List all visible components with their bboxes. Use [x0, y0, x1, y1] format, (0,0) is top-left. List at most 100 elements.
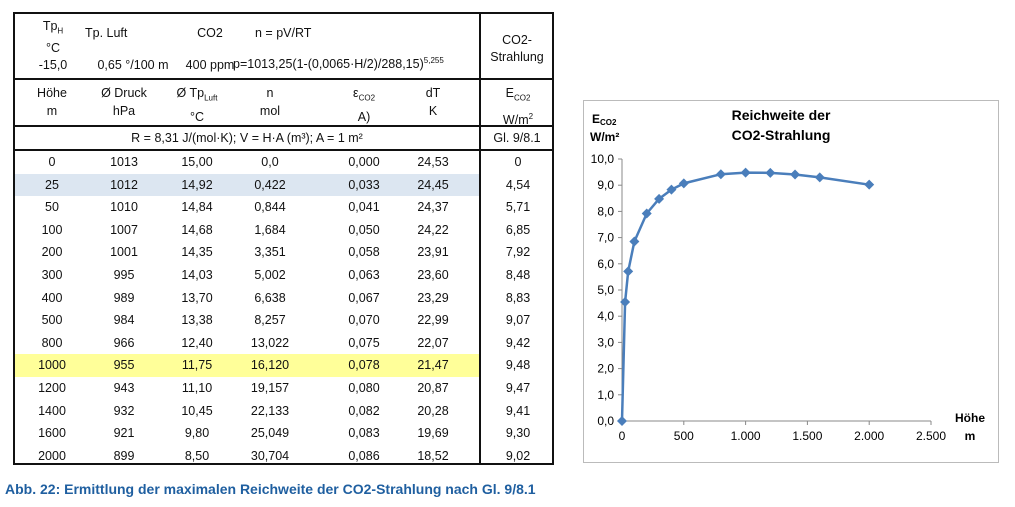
table-cell: 400 — [41, 290, 63, 305]
x-tick-label: 2.500 — [916, 429, 946, 443]
y-tick-label: 1,0 — [597, 388, 614, 402]
x-tick-label: 0 — [619, 429, 626, 443]
chart-title-line1: Reichweite der — [732, 107, 831, 123]
column-divider — [479, 14, 481, 463]
series-line — [620, 171, 870, 422]
data-point — [620, 297, 631, 308]
table-cell: 5,002 — [254, 268, 286, 282]
table-row: 0 1013 15,00 0,0 0,000 24,53 0 — [15, 151, 552, 174]
column-header: n mol — [259, 86, 281, 118]
table-cell: 100 — [41, 222, 63, 237]
table-cell: 966 — [113, 335, 135, 350]
table-row: 50 1010 14,84 0,844 0,041 24,37 5,71 — [15, 196, 552, 219]
table-cell: 30,704 — [250, 448, 290, 463]
data-point — [641, 208, 652, 219]
table-cell: 0,000 — [348, 155, 380, 169]
table-cell: 23,60 — [417, 268, 449, 282]
table-row: 1000 955 11,75 16,120 0,078 21,47 9,48 — [15, 354, 552, 377]
row-divider — [15, 149, 552, 151]
column-header: Höhe m — [37, 86, 67, 118]
table-cell: 9,80 — [184, 426, 210, 441]
table-cell: 1010 — [110, 200, 138, 215]
table-cell: 3,351 — [254, 245, 286, 260]
table-cell: 995 — [113, 268, 135, 282]
table-cell: 800 — [41, 335, 63, 350]
table-cell: 13,70 — [181, 290, 213, 305]
table-cell: 6,85 — [505, 222, 531, 237]
table-cell: 10,45 — [181, 403, 213, 418]
table-cell: 2000 — [38, 448, 66, 463]
column-header: ECO2 W/m2 — [502, 86, 534, 127]
table-cell: 14,03 — [181, 268, 213, 282]
table-cell: 25,049 — [250, 426, 290, 441]
table-cell: 0,070 — [348, 313, 380, 328]
y-axis-label: ECO2 — [592, 112, 617, 127]
table-cell: 0,063 — [348, 268, 380, 282]
column-header: Ø Druck hPa — [101, 86, 147, 118]
data-point — [623, 266, 634, 277]
table-cell: 984 — [113, 313, 135, 328]
table-cell: 989 — [113, 290, 135, 305]
data-point — [740, 167, 751, 178]
table-row: 1200 943 11,10 19,157 0,080 20,87 9,47 — [15, 377, 552, 400]
table-cell: 20,87 — [417, 381, 449, 395]
table-cell: 0,422 — [254, 177, 286, 192]
y-tick-label: 4,0 — [597, 309, 614, 323]
table-cell: 0,041 — [348, 200, 380, 215]
table-cell: 0,082 — [348, 403, 380, 418]
row-divider — [15, 125, 552, 127]
table-cell: 0,086 — [348, 448, 380, 463]
data-point — [666, 184, 677, 195]
table-cell: 22,99 — [417, 313, 449, 328]
table-cell: 24,45 — [417, 177, 449, 192]
row-divider — [15, 78, 552, 80]
y-tick-label: 7,0 — [597, 231, 614, 245]
table-cell: 25 — [45, 177, 59, 192]
table-cell: 921 — [113, 426, 135, 441]
chart-title-line2: CO2-Strahlung — [732, 127, 831, 143]
table-cell: 1007 — [110, 222, 138, 237]
table-cell: 1000 — [38, 358, 66, 373]
table-cell: 1400 — [38, 403, 66, 418]
y-tick-label: 10,0 — [591, 152, 615, 166]
table-row: 300 995 14,03 5,002 0,063 23,60 8,48 — [15, 264, 552, 287]
table-cell: 19,69 — [417, 426, 449, 441]
table-cell: 1012 — [110, 177, 138, 192]
table-cell: 18,52 — [417, 448, 449, 463]
table-cell: 0,844 — [254, 200, 286, 215]
table-cell: 1,684 — [254, 222, 286, 237]
table-cell: 19,157 — [250, 381, 290, 395]
data-point — [654, 193, 665, 204]
table-cell: 899 — [113, 448, 135, 463]
table-cell: 200 — [41, 245, 63, 260]
table-cell: 1600 — [38, 426, 66, 441]
x-tick-label: 1.000 — [731, 429, 761, 443]
table-cell: 21,47 — [417, 358, 449, 373]
data-point — [790, 169, 801, 180]
table-cell: 16,120 — [250, 358, 290, 373]
x-tick-label: 2.000 — [854, 429, 884, 443]
y-tick-label: 5,0 — [597, 283, 614, 297]
table-row: 1600 921 9,80 25,049 0,083 19,69 9,30 — [15, 422, 552, 445]
figure-caption: Abb. 22: Ermittlung der maximalen Reichw… — [5, 481, 536, 497]
data-point — [715, 169, 726, 180]
table-cell: 9,30 — [505, 426, 531, 441]
table-cell: 4,54 — [505, 177, 531, 192]
table-cell: 955 — [113, 358, 135, 373]
y-tick-label: 3,0 — [597, 335, 614, 349]
table-cell: 0,080 — [348, 381, 380, 395]
table-cell: 1200 — [38, 381, 66, 395]
x-tick-label: 1.500 — [792, 429, 822, 443]
data-point — [814, 172, 825, 183]
table-cell: 5,71 — [505, 200, 531, 215]
y-tick-label: 0,0 — [597, 414, 614, 428]
table-cell: 14,84 — [181, 200, 213, 215]
table-cell: 0,083 — [348, 426, 380, 441]
y-tick-label: 8,0 — [597, 204, 614, 218]
table-cell: 0,058 — [348, 245, 380, 260]
table-row: 25 1012 14,92 0,422 0,033 24,45 4,54 — [15, 173, 552, 197]
table-cell: 300 — [41, 268, 63, 282]
x-axis-label: Höhe — [955, 411, 985, 425]
table-cell: 13,022 — [250, 335, 290, 350]
table-cell: 500 — [41, 313, 63, 328]
